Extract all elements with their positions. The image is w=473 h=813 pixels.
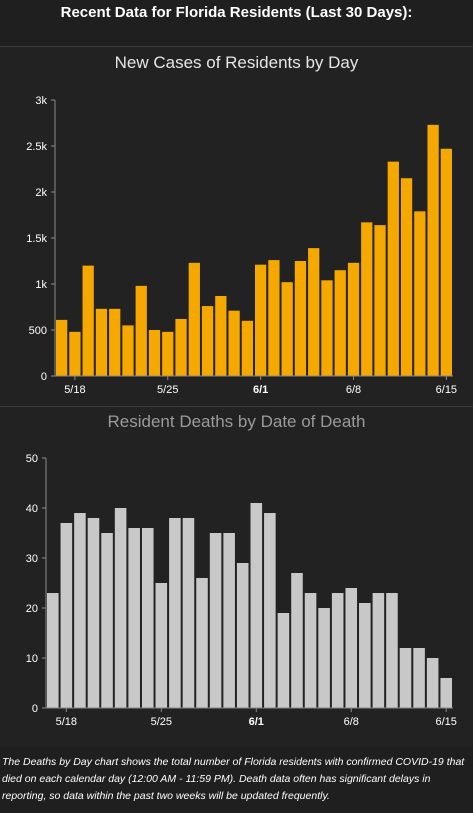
bar[interactable] <box>47 593 59 708</box>
x-tick-label: 6/8 <box>344 716 359 728</box>
bar[interactable] <box>347 262 360 376</box>
x-tick-label: 6/15 <box>436 384 457 396</box>
y-tick-label: 3k <box>35 95 47 107</box>
bar[interactable] <box>162 331 174 376</box>
bar[interactable] <box>141 528 154 708</box>
bar[interactable] <box>188 262 200 376</box>
x-tick-label: 6/1 <box>253 384 268 396</box>
x-tick-label: 5/18 <box>64 384 85 396</box>
bar[interactable] <box>74 513 86 708</box>
y-tick-label: 20 <box>26 603 38 615</box>
bar[interactable] <box>345 588 358 708</box>
bar[interactable] <box>440 148 452 376</box>
y-tick-label: 0 <box>41 371 47 383</box>
y-tick-label: 1.5k <box>26 233 47 245</box>
y-tick-label: 1k <box>35 279 47 291</box>
bar[interactable] <box>281 282 293 376</box>
bar[interactable] <box>223 533 235 708</box>
bar[interactable] <box>114 508 127 708</box>
bar[interactable] <box>56 319 68 376</box>
bar[interactable] <box>321 280 333 376</box>
bar[interactable] <box>209 533 222 708</box>
bar[interactable] <box>196 578 208 708</box>
bar[interactable] <box>413 648 425 708</box>
bar[interactable] <box>294 261 307 376</box>
page-title: Recent Data for Florida Residents (Last … <box>60 4 413 21</box>
footnote: The Deaths by Day chart shows the total … <box>2 756 465 802</box>
bar[interactable] <box>331 593 344 708</box>
bar[interactable] <box>215 295 227 376</box>
bar[interactable] <box>148 330 161 376</box>
bar[interactable] <box>169 518 181 708</box>
bar[interactable] <box>101 533 113 708</box>
bar[interactable] <box>87 518 100 708</box>
bar[interactable] <box>255 264 267 376</box>
bar[interactable] <box>109 308 121 376</box>
bar[interactable] <box>387 161 399 376</box>
bar[interactable] <box>291 573 303 708</box>
bar[interactable] <box>361 222 373 376</box>
bar[interactable] <box>241 320 253 376</box>
x-tick-label: 5/25 <box>157 384 178 396</box>
bar[interactable] <box>60 523 73 708</box>
y-tick-label: 30 <box>26 553 38 565</box>
bar[interactable] <box>414 211 426 376</box>
y-tick-label: 10 <box>26 653 38 665</box>
deaths-chart-title: Resident Deaths by Date of Death <box>107 412 366 431</box>
y-tick-label: 2k <box>35 187 47 199</box>
deaths-chart: 0 10 20 30 40 50 5/18 5/25 6/1 6/8 6/15 <box>26 453 457 728</box>
bar[interactable] <box>201 306 214 376</box>
bar[interactable] <box>95 308 108 376</box>
bar[interactable] <box>372 593 385 708</box>
bar[interactable] <box>334 270 346 376</box>
bar[interactable] <box>122 325 134 376</box>
bar[interactable] <box>359 603 371 708</box>
y-tick-label: 0 <box>32 703 38 715</box>
cases-chart: 0 500 1k 1.5k 2k 2.5k 3k 5/18 5/25 6/1 6/8 6/15 <box>26 95 457 396</box>
y-tick-label: 50 <box>26 453 38 465</box>
bar[interactable] <box>135 285 147 376</box>
bar[interactable] <box>175 318 187 376</box>
cases-chart-panel: New Cases of Residents by Day 0 500 1k 1.5k… <box>0 47 473 407</box>
x-tick-label: 5/25 <box>151 716 172 728</box>
y-tick-label: 500 <box>29 325 47 337</box>
x-tick-label: 6/1 <box>249 716 264 728</box>
bar[interactable] <box>308 248 320 376</box>
bar[interactable] <box>427 124 439 376</box>
bar[interactable] <box>426 658 439 708</box>
bar[interactable] <box>374 225 386 376</box>
bar[interactable] <box>268 260 280 376</box>
bar[interactable] <box>250 503 263 708</box>
deaths-chart-panel: Resident Deaths by Date of Death 0 10 20 30… <box>0 407 473 747</box>
bar[interactable] <box>82 265 94 376</box>
bar[interactable] <box>69 331 81 376</box>
x-tick-label: 5/18 <box>56 716 77 728</box>
bar[interactable] <box>182 518 195 708</box>
bar[interactable] <box>386 593 398 708</box>
bar[interactable] <box>236 563 249 708</box>
y-tick-label: 2.5k <box>26 141 47 153</box>
header: Recent Data for Florida Residents (Last … <box>0 0 473 47</box>
bar[interactable] <box>228 310 240 376</box>
bar[interactable] <box>440 678 452 708</box>
bar[interactable] <box>128 528 140 708</box>
bar[interactable] <box>264 513 276 708</box>
bar[interactable] <box>400 178 413 376</box>
cases-chart-title: New Cases of Residents by Day <box>114 53 359 72</box>
bar[interactable] <box>318 608 330 708</box>
bar[interactable] <box>399 648 412 708</box>
bar[interactable] <box>277 613 290 708</box>
bar[interactable] <box>155 583 168 708</box>
bar[interactable] <box>304 593 317 708</box>
x-tick-label: 6/8 <box>346 384 361 396</box>
x-tick-label: 6/15 <box>436 716 457 728</box>
y-tick-label: 40 <box>26 503 38 515</box>
